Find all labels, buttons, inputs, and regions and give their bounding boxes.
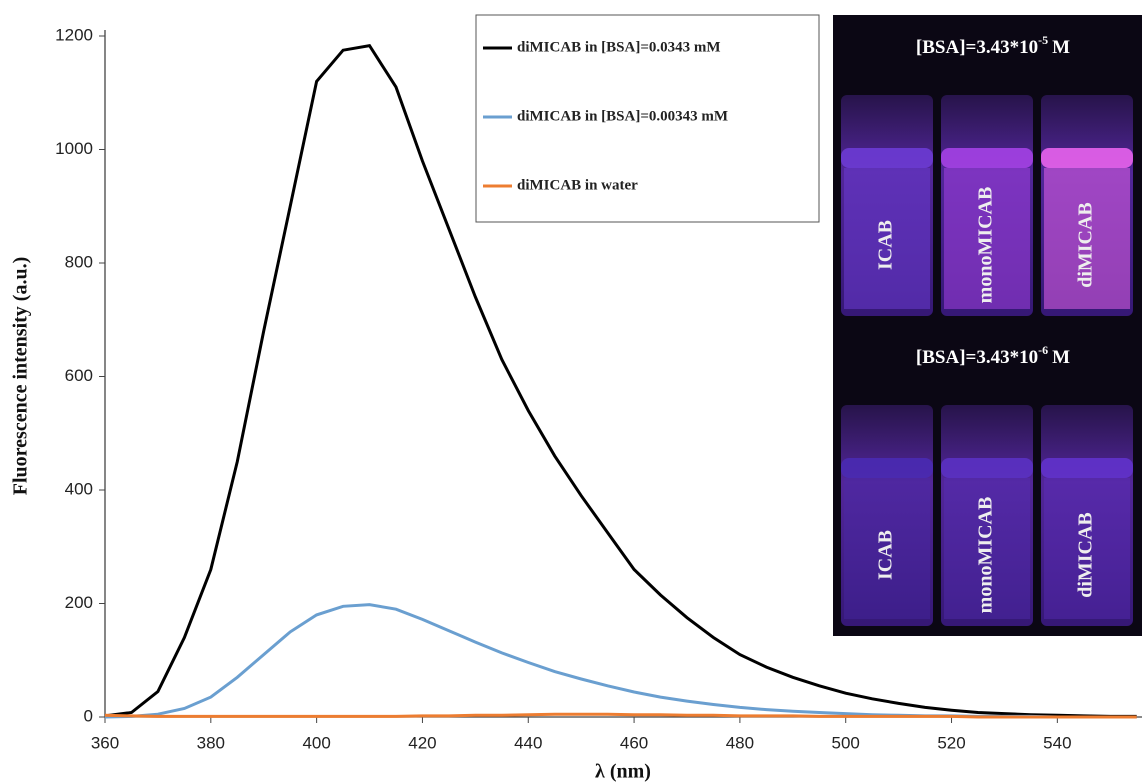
x-tick-label: 500 [832, 733, 860, 752]
x-tick-label: 400 [302, 733, 330, 752]
vial-label: monoMICAB [975, 497, 997, 614]
legend-box [475, 14, 820, 223]
y-tick-label: 200 [65, 593, 93, 612]
inset-title-exponent: -6 [1038, 343, 1048, 357]
vial-glow [941, 148, 1033, 168]
x-tick-label: 520 [937, 733, 965, 752]
x-tick-label: 360 [91, 733, 119, 752]
vial-body [1044, 478, 1130, 619]
vial-glow [841, 148, 933, 168]
y-tick-label: 800 [65, 252, 93, 271]
y-tick-label: 1200 [55, 25, 93, 44]
inset-title-base: [BSA]=3.43*10 [916, 347, 1038, 368]
vial-glow [941, 458, 1033, 478]
x-axis-title: λ (nm) [595, 761, 651, 783]
x-tick-label: 540 [1043, 733, 1071, 752]
y-tick-label: 1000 [55, 139, 93, 158]
vial-body [1044, 168, 1130, 309]
legend-label: diMICAB in [BSA]=0.0343 mM [517, 39, 721, 55]
vial-body [844, 168, 930, 309]
y-tick-label: 400 [65, 479, 93, 498]
y-axis-title: Fluorescence intensity (a.u.) [10, 257, 32, 496]
x-tick-label: 440 [514, 733, 542, 752]
vial-body [944, 168, 1030, 309]
inset-title-unit: M [1052, 37, 1070, 58]
vial-glow [1041, 458, 1133, 478]
vial-body [944, 478, 1030, 619]
vial-glow [1041, 148, 1133, 168]
vial-label: monoMICAB [975, 187, 997, 304]
y-tick-label: 600 [65, 366, 93, 385]
vial-label: diMICAB [1075, 202, 1097, 288]
inset-title-exponent: -5 [1038, 33, 1048, 47]
x-tick-label: 460 [620, 733, 648, 752]
inset-title-base: [BSA]=3.43*10 [916, 37, 1038, 58]
inset-title: [BSA]=3.43*10-5 M [916, 33, 1070, 59]
series-line [104, 43, 1137, 718]
vial-label: ICAB [875, 220, 897, 270]
legend-label: diMICAB in [BSA]=0.00343 mM [517, 108, 728, 124]
x-tick-label: 380 [197, 733, 225, 752]
y-tick-label: 0 [84, 706, 93, 725]
vial-label: diMICAB [1075, 512, 1097, 598]
inset-title-unit: M [1052, 347, 1070, 368]
vial-glow [841, 458, 933, 478]
vial-label: ICAB [875, 530, 897, 580]
vial-body [844, 478, 930, 619]
series-line [104, 712, 1137, 719]
inset-title: [BSA]=3.43*10-6 M [916, 343, 1070, 369]
legend-label: diMICAB in water [517, 177, 638, 193]
x-tick-label: 420 [408, 733, 436, 752]
x-tick-label: 480 [726, 733, 754, 752]
